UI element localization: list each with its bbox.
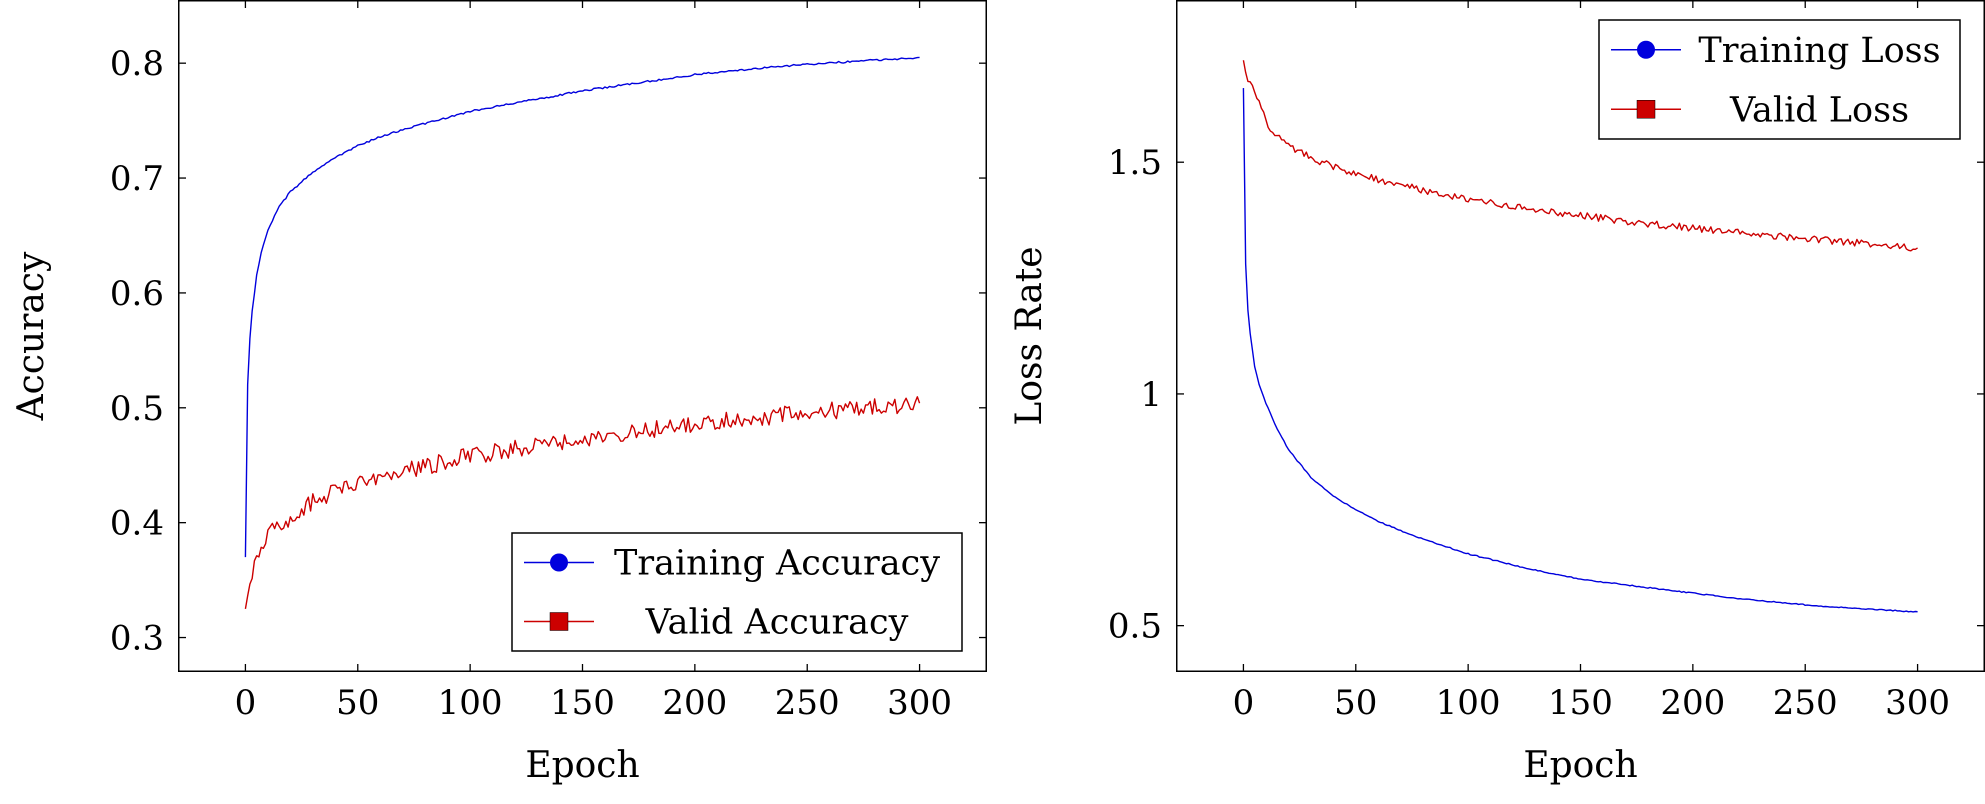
- series-line-training-loss: [1242, 88, 1918, 613]
- x-tick-label: 0: [235, 683, 257, 723]
- series-line-training-accuracy: [244, 56, 920, 558]
- legend-box: [1598, 19, 1961, 140]
- legend-square-marker: [549, 612, 569, 631]
- x-axis-title: Epoch: [1523, 745, 1637, 786]
- legend: Training Loss Valid Loss: [1598, 19, 1961, 140]
- series-line-valid-accuracy: [244, 396, 921, 609]
- y-tick-label: 0.8: [110, 44, 164, 84]
- y-tick-label: 0.6: [110, 274, 164, 314]
- x-tick-label: 50: [1334, 683, 1377, 723]
- legend-box: [511, 532, 963, 652]
- legend-label: Training Loss: [1698, 31, 1940, 71]
- legend-circle-marker: [550, 553, 568, 572]
- x-tick-label: 150: [550, 683, 615, 723]
- legend-label: Training Accuracy: [614, 544, 940, 584]
- x-axis-title: Epoch: [525, 745, 639, 786]
- legend-square-marker: [1636, 100, 1656, 119]
- y-tick-label: 0.7: [110, 159, 164, 199]
- chart-2: 0 50 100 150 200 250 300 0.5 1 1.5 Epoch Loss Rate T…: [1009, 0, 1985, 786]
- series-line-valid-loss: [1242, 60, 1918, 252]
- x-tick-label: 50: [336, 683, 379, 723]
- y-tick-label: 1.5: [1108, 143, 1162, 183]
- x-tick-label: 100: [438, 683, 503, 723]
- legend-label: Valid Accuracy: [645, 603, 909, 643]
- chart-1: 0 50 100 150 200 250 300 0.3 0.4 0.5 0.6 0.7 0.8 Epoc…: [11, 0, 987, 786]
- x-tick-label: 200: [1660, 683, 1725, 723]
- y-tick-label: 1: [1140, 375, 1162, 415]
- y-tick-label: 0.4: [110, 504, 164, 544]
- legend-label: Valid Loss: [1729, 90, 1909, 130]
- x-tick-label: 250: [775, 683, 840, 723]
- y-tick-label: 0.5: [110, 389, 164, 429]
- y-axis-title: Accuracy: [11, 251, 52, 421]
- y-tick-label: 0.5: [1108, 607, 1162, 647]
- x-tick-label: 300: [887, 683, 952, 723]
- x-tick-label: 250: [1773, 683, 1838, 723]
- legend-circle-marker: [1637, 40, 1655, 59]
- x-tick-label: 0: [1233, 683, 1255, 723]
- legend: Training Accuracy Valid Accuracy: [511, 532, 963, 652]
- y-axis-title: Loss Rate: [1009, 246, 1050, 425]
- y-tick-label: 0.3: [110, 619, 164, 659]
- x-tick-label: 150: [1548, 683, 1613, 723]
- x-tick-label: 200: [662, 683, 727, 723]
- x-tick-label: 100: [1436, 683, 1501, 723]
- x-tick-label: 300: [1885, 683, 1950, 723]
